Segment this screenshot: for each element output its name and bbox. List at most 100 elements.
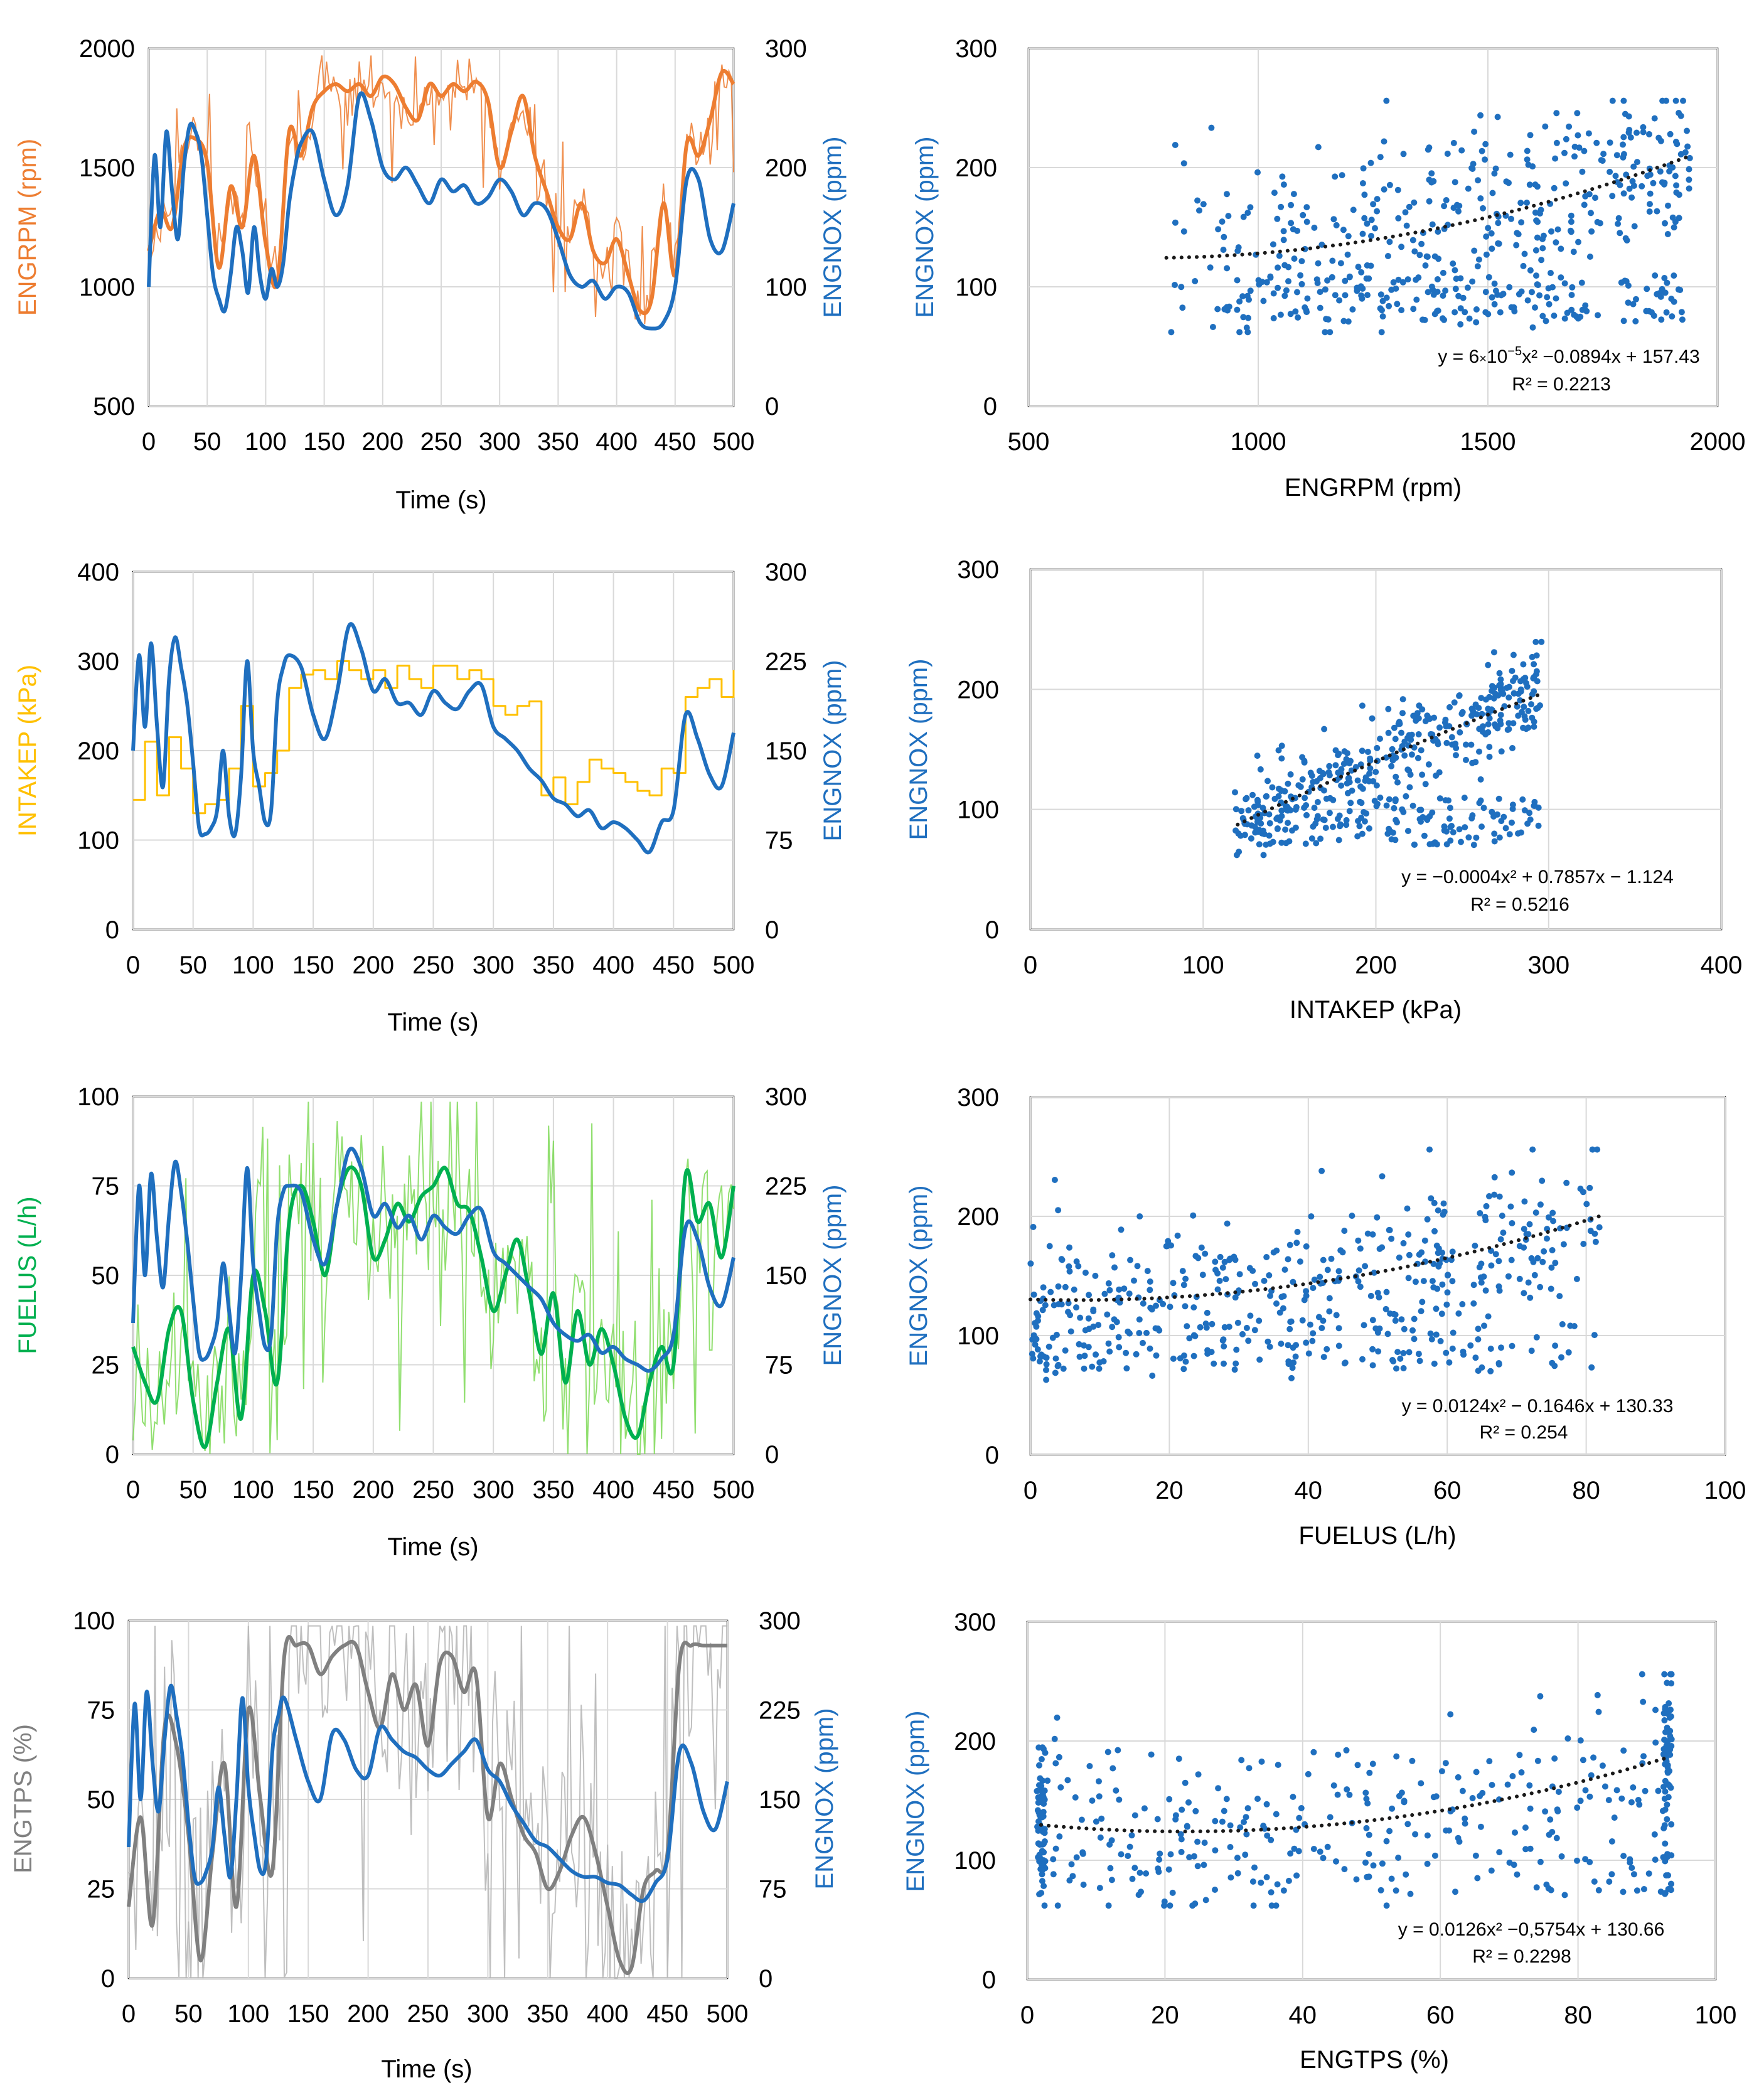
scatter-point — [1147, 1345, 1153, 1352]
scatter-point — [1234, 1855, 1241, 1862]
scatter-point — [1388, 1875, 1395, 1882]
scatter-point — [1335, 837, 1342, 844]
scatter-point — [1359, 747, 1366, 754]
scatter-point — [1374, 196, 1381, 203]
scatter-point — [1182, 1779, 1189, 1786]
scatter-point — [1147, 1304, 1154, 1311]
scatter-point — [1310, 1846, 1317, 1852]
scatter-point — [1278, 788, 1285, 795]
scatter-point — [1662, 1788, 1669, 1795]
scatter-point — [1553, 239, 1559, 246]
scatter-point — [1148, 1751, 1155, 1758]
scatter-point — [1433, 1242, 1440, 1249]
scatter-point — [1527, 1294, 1534, 1301]
scatter-point — [1297, 1258, 1303, 1265]
scatter-point — [1050, 1856, 1057, 1863]
scatter-point — [1491, 1174, 1498, 1181]
scatter-point — [1477, 112, 1484, 119]
x-tick-labels: 0 50 100 150 200 250 300 350 400 450 500 — [126, 1476, 755, 1504]
scatter-point — [1245, 807, 1252, 814]
scatter-point — [1249, 791, 1256, 798]
scatter-point — [1435, 1207, 1441, 1214]
x-tick-label: 100 — [1695, 2001, 1737, 2029]
scatter-point — [1661, 1717, 1668, 1723]
scatter-point — [1381, 138, 1387, 145]
scatter-point — [1588, 1772, 1595, 1779]
scatter-point — [1654, 208, 1660, 215]
scatter-point — [1043, 1376, 1050, 1383]
scatter-point — [1344, 1786, 1350, 1793]
scatter-point — [1234, 1870, 1241, 1877]
scatter-point — [1363, 1824, 1370, 1831]
scatter-point — [1411, 1315, 1418, 1322]
scatter-point — [1470, 708, 1477, 715]
scatter-point — [1131, 1865, 1138, 1872]
scatter-point — [1646, 208, 1653, 215]
scatter-point — [1669, 313, 1676, 320]
scatter-point — [1548, 228, 1554, 235]
scatter-point — [1263, 1801, 1270, 1808]
scatter-point — [1495, 795, 1502, 802]
scatter-point — [1362, 1859, 1369, 1866]
scatter-point — [1396, 1254, 1403, 1261]
y-right-tick-label: 0 — [765, 393, 779, 421]
scatter-point — [1089, 1797, 1096, 1804]
scatter-point — [1531, 661, 1537, 668]
scatter-point — [1534, 218, 1541, 225]
scatter-point — [1030, 1224, 1037, 1230]
scatter-point — [1129, 1875, 1136, 1882]
scatter-point — [1521, 1244, 1527, 1251]
scatter-point — [1442, 287, 1449, 294]
scatter-point — [1438, 1310, 1445, 1317]
scatter-point — [1537, 1693, 1544, 1700]
scatter-point — [1472, 1354, 1479, 1361]
scatter-point — [1030, 1332, 1037, 1339]
scatter-point — [1073, 1304, 1079, 1311]
scatter-point — [1514, 1871, 1521, 1878]
scatter-point — [1668, 1852, 1675, 1859]
scatter-point — [1394, 186, 1401, 193]
scatter-point — [1267, 1292, 1273, 1299]
scatter-point — [1505, 1273, 1512, 1280]
scatter-point — [1660, 1751, 1667, 1758]
scatter-point — [1105, 1340, 1112, 1347]
x-tick-label: 250 — [412, 1476, 454, 1504]
scatter-point — [1326, 810, 1333, 817]
scatter-point — [1192, 1808, 1199, 1814]
scatter-point — [1226, 1324, 1232, 1330]
scatter-point — [1427, 1330, 1434, 1337]
scatter-point — [1224, 191, 1230, 198]
scatter-point — [1575, 132, 1581, 139]
scatter-point — [1046, 1243, 1053, 1250]
scatter-point — [1628, 1865, 1635, 1872]
scatter-point — [1370, 201, 1377, 208]
scatter-point — [1101, 1290, 1108, 1297]
scatter-point — [1264, 1338, 1271, 1345]
scatter-point — [1096, 1793, 1103, 1800]
scatter-point — [1065, 1309, 1071, 1315]
scatter-point — [1684, 127, 1690, 134]
scatter-point — [1627, 134, 1634, 141]
scatter-point — [1431, 1852, 1438, 1859]
scatter-point — [1582, 1787, 1589, 1794]
scatter-point — [1069, 1873, 1076, 1880]
scatter-point — [1254, 753, 1261, 759]
x-tick-label: 60 — [1433, 1477, 1462, 1504]
scatter-point — [1527, 132, 1534, 139]
scatter-point — [1259, 805, 1266, 812]
scatter-point — [1359, 702, 1366, 709]
scatter-point — [1446, 1827, 1453, 1834]
scatter-point — [1251, 823, 1258, 830]
scatter-point — [1429, 1278, 1436, 1285]
scatter-point — [1227, 1255, 1234, 1262]
scatter-point — [1395, 215, 1402, 222]
scatter-point — [1322, 825, 1329, 831]
scatter-point — [1364, 1873, 1371, 1880]
scatter-point — [1116, 1344, 1123, 1351]
scatter-point — [1298, 258, 1305, 265]
scatter-point — [1346, 273, 1353, 280]
y-axis-label: ENGNOX (ppm) — [905, 1186, 933, 1367]
scatter-point — [1526, 810, 1533, 817]
scatter-point — [1133, 1351, 1140, 1358]
scatter-point — [1042, 1749, 1049, 1756]
